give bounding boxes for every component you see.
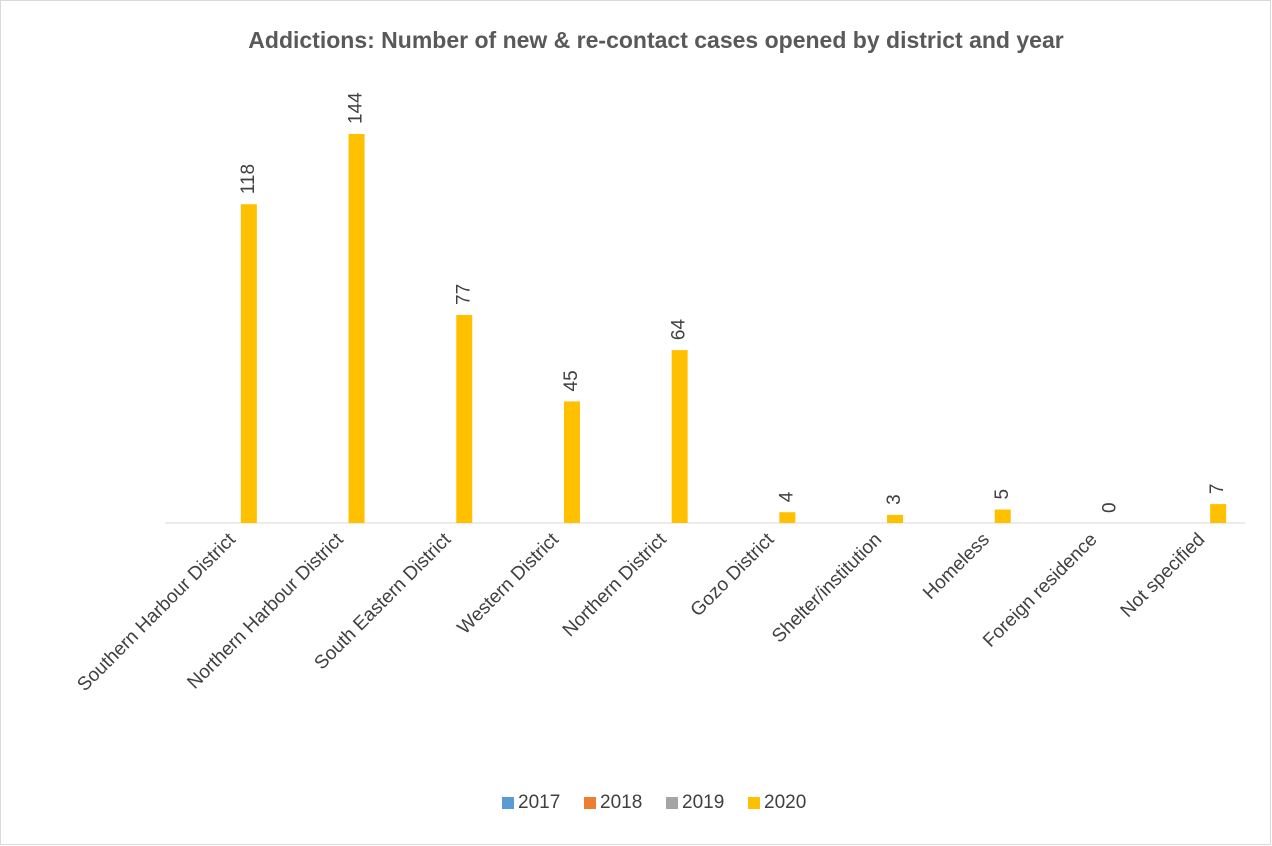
bar — [671, 350, 688, 523]
bar — [348, 134, 365, 523]
value-label: 7 — [1207, 484, 1228, 495]
bar — [887, 514, 904, 523]
legend-swatch — [502, 797, 514, 809]
value-label: 3 — [884, 494, 905, 505]
legend-swatch — [748, 797, 760, 809]
bar — [240, 204, 257, 523]
bar — [994, 509, 1011, 523]
legend-label: 2018 — [600, 792, 642, 813]
chart-title: Addictions: Number of new & re-contact c… — [248, 27, 1063, 53]
bar — [456, 314, 473, 523]
legend-label: 2017 — [518, 792, 560, 813]
bar — [779, 512, 796, 523]
legend-swatch — [584, 797, 596, 809]
value-label: 144 — [346, 92, 367, 124]
value-label: 64 — [669, 319, 690, 341]
value-label: 4 — [776, 491, 797, 502]
bar — [563, 401, 580, 523]
legend-swatch — [666, 797, 678, 809]
value-label: 118 — [238, 164, 259, 194]
value-label: 77 — [453, 284, 474, 305]
value-label: 5 — [992, 489, 1013, 500]
legend-label: 2020 — [764, 792, 806, 813]
value-label: 0 — [1099, 502, 1120, 513]
bar — [1210, 504, 1227, 523]
legend-label: 2019 — [682, 792, 724, 813]
value-label: 45 — [561, 370, 582, 391]
